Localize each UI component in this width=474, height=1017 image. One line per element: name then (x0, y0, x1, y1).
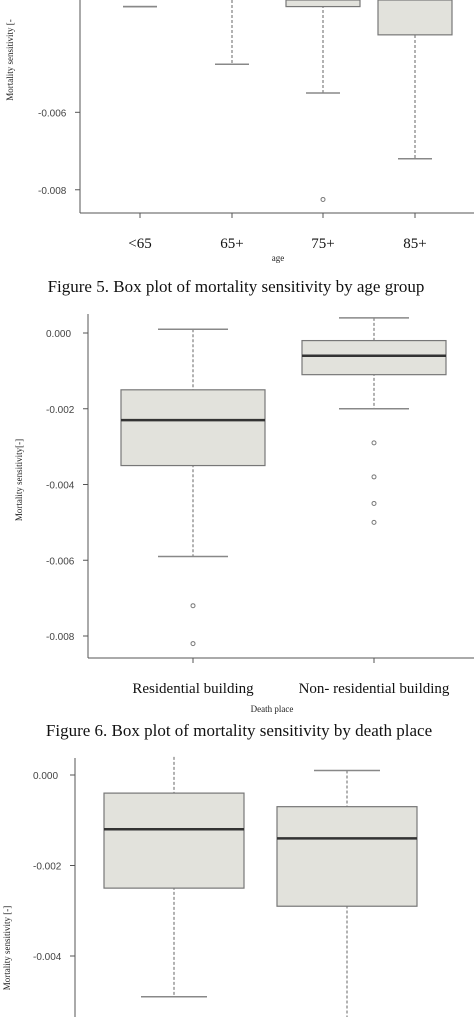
outlier-point (190, 603, 196, 609)
box (120, 389, 266, 467)
x-tick-label: Residential building (132, 681, 254, 697)
y-tick-label: -0.008 (38, 186, 67, 197)
x-tick-label: 85+ (403, 236, 426, 252)
y-tick-label: -0.004 (46, 481, 75, 492)
outlier-point (371, 474, 377, 480)
x-tick-label: 65+ (220, 236, 243, 252)
x-tick-label: Non- residential building (299, 681, 450, 697)
y-tick-label: 0.000 (46, 329, 71, 340)
caption-fig5: Figure 5. Box plot of mortality sensitiv… (48, 277, 425, 296)
box (276, 806, 418, 907)
x-axis-label-age: age (272, 253, 285, 263)
y-axis-label-death-place: Mortality sensitivity[-] (14, 439, 24, 521)
outlier-point (371, 440, 377, 446)
chart-death-place: Mortality sensitivity[-] Death place Fig… (14, 314, 474, 740)
box (103, 792, 245, 889)
box (301, 339, 447, 376)
outlier-point (371, 500, 377, 506)
y-tick-label: -0.002 (46, 405, 75, 416)
y-tick-label: -0.008 (46, 632, 75, 643)
caption-fig6: Figure 6. Box plot of mortality sensitiv… (46, 721, 432, 740)
outlier-point (371, 519, 377, 525)
y-axis-label-age: Mortality sensitivity [- (5, 19, 15, 101)
y-tick-label: -0.006 (46, 556, 75, 567)
x-axis-label-death-place: Death place (251, 704, 294, 714)
y-axis-label-third: Mortality sensitivity [-] (2, 906, 12, 991)
outlier-point (320, 196, 326, 202)
y-tick-label: -0.002 (33, 862, 62, 873)
box (285, 0, 361, 8)
x-tick-label: <65 (128, 236, 151, 252)
y-tick-label: -0.006 (38, 108, 67, 119)
outlier-point (190, 641, 196, 647)
chart-age: Mortality sensitivity [- age Figure 5. B… (5, 0, 474, 296)
y-tick-label: 0.000 (33, 771, 58, 782)
y-tick-label: -0.004 (33, 952, 62, 963)
box (377, 0, 453, 36)
x-tick-label: 75+ (311, 236, 334, 252)
chart-third: Mortality sensitivity [-] 0.000 -0.002 -0.… (2, 756, 418, 1017)
